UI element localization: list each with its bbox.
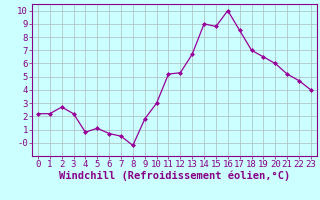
X-axis label: Windchill (Refroidissement éolien,°C): Windchill (Refroidissement éolien,°C): [59, 171, 290, 181]
